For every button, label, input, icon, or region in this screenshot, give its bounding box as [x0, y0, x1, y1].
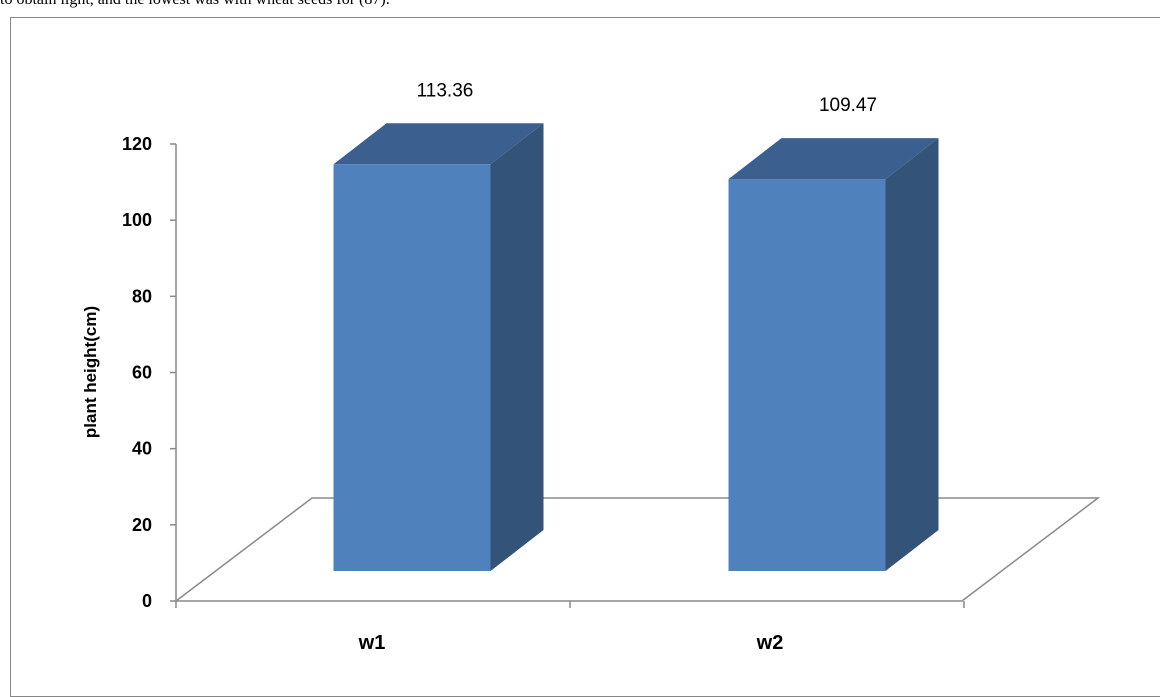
bar-w1-top — [333, 123, 544, 165]
x-category-label-w2: w2 — [756, 632, 784, 654]
bar-w2-side — [885, 138, 939, 571]
y-tick-label: 40 — [132, 439, 152, 459]
bar-w1-front — [333, 164, 491, 571]
bar-w2-top — [728, 138, 939, 180]
y-tick-label: 80 — [132, 286, 152, 306]
y-tick-label: 120 — [122, 134, 152, 154]
page-caption: to obtain light, and the lowest was with… — [0, 0, 1160, 11]
y-tick-label: 20 — [132, 515, 152, 535]
chart-floor — [173, 497, 1101, 602]
plant-height-chart: 0 20 40 60 80 100 120 113.36 w1 109.47 w2 plant h… — [81, 80, 1101, 654]
data-label-w1: 113.36 — [417, 80, 474, 101]
y-axis-title: plant height(cm) — [81, 306, 100, 438]
bar-w2-front — [728, 179, 886, 571]
y-tick-label: 0 — [142, 591, 152, 611]
y-tick-label: 60 — [132, 363, 152, 383]
y-tick-label: 100 — [122, 210, 152, 230]
bar-w1-side — [490, 123, 544, 572]
x-category-label-w1: w1 — [358, 632, 386, 654]
data-label-w2: 109.47 — [819, 95, 877, 116]
